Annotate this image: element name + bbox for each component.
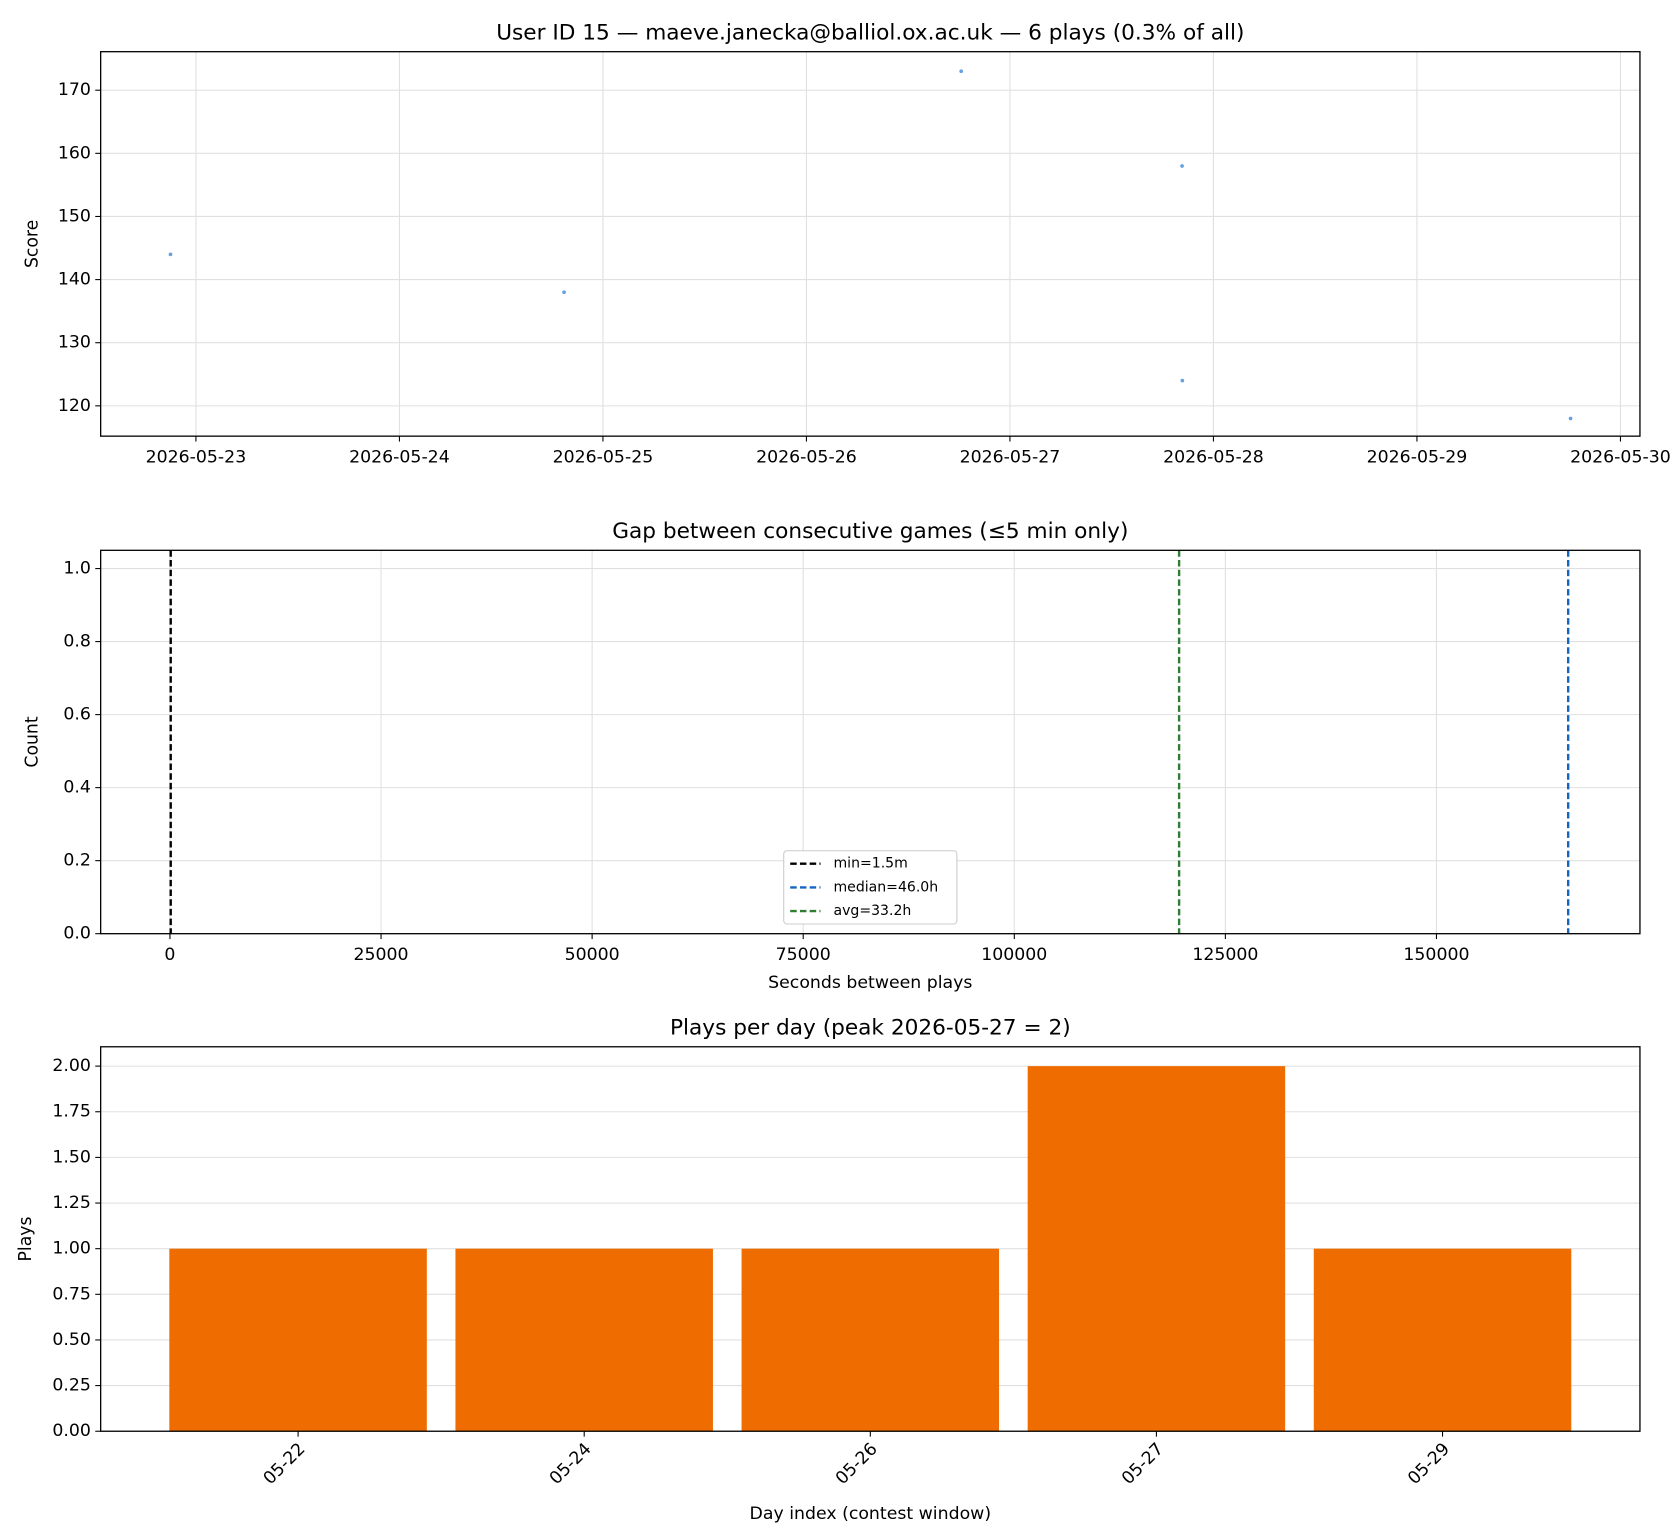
legend-label: median=46.0h xyxy=(834,879,939,895)
point xyxy=(168,252,173,257)
x-tick-label: 05-24 xyxy=(546,1439,596,1489)
subplot: 120 130 140 150 160 170 2026-05-23 2026-05-24 20… xyxy=(22,20,1670,467)
y-tick-label: 0.4 xyxy=(63,778,91,798)
x-tick-label: 05-26 xyxy=(832,1439,882,1488)
y-tick-label: 150 xyxy=(58,206,91,226)
point xyxy=(1180,378,1185,383)
legend-label: min=1.5m xyxy=(834,856,908,872)
x-tick-label: 2026-05-30 xyxy=(1570,448,1671,468)
x-tick-label: 05-27 xyxy=(1118,1439,1168,1488)
x-tick-label: 0 xyxy=(164,945,175,965)
y-tick-label: 1.00 xyxy=(52,1239,91,1259)
y-tick-label: 0.0 xyxy=(63,924,91,944)
y-tick-label: 1.0 xyxy=(63,559,91,579)
y-axis-label: Score xyxy=(22,220,42,268)
x-tick-label: 50000 xyxy=(565,945,620,965)
point xyxy=(1180,164,1184,168)
bar xyxy=(741,1248,1000,1432)
subplot-title: User ID 15 — maeve.janecka@balliol.ox.ac… xyxy=(496,20,1244,45)
subplot: 0.00 0.25 0.50 0.75 1.00 1.25 1.50 1.75 2.00 05-2… xyxy=(16,1015,1641,1524)
y-tick-label: 120 xyxy=(58,396,91,416)
bar xyxy=(1027,1066,1286,1432)
bar xyxy=(1313,1248,1572,1432)
x-tick-label: 75000 xyxy=(776,945,831,965)
x-tick-label: 05-29 xyxy=(1404,1439,1454,1488)
y-tick-label: 160 xyxy=(58,143,91,163)
axes-frame xyxy=(100,51,1641,437)
y-tick-label: 2.00 xyxy=(52,1056,91,1076)
subplot-title: Plays per day (peak 2026-05-27 = 2) xyxy=(670,1015,1071,1040)
y-tick-label: 140 xyxy=(58,270,91,290)
x-tick-label: 2026-05-26 xyxy=(756,448,857,468)
y-tick-label: 0.50 xyxy=(52,1330,91,1350)
y-tick-label: 1.25 xyxy=(52,1193,91,1213)
y-tick-label: 0.2 xyxy=(63,851,91,871)
x-tick-label: 2026-05-25 xyxy=(553,448,654,468)
subplot-title: Gap between consecutive games (≤5 min on… xyxy=(612,519,1128,544)
legend-label: avg=33.2h xyxy=(834,903,912,919)
x-tick-label: 05-22 xyxy=(260,1439,310,1488)
y-tick-label: 170 xyxy=(58,80,91,100)
x-tick-label: 125000 xyxy=(1192,945,1258,965)
x-tick-label: 2026-05-23 xyxy=(146,448,247,468)
x-axis-label: Seconds between plays xyxy=(768,973,972,993)
subplot: 0.0 0.2 0.4 0.6 0.8 1.0 0 25000 50000 75000 100000… xyxy=(22,519,1641,993)
y-tick-label: 0.8 xyxy=(63,632,91,652)
x-tick-label: 2026-05-28 xyxy=(1163,448,1264,468)
x-tick-label: 2026-05-29 xyxy=(1367,448,1468,468)
y-tick-label: 0.00 xyxy=(52,1421,91,1441)
y-tick-label: 1.75 xyxy=(52,1102,91,1122)
bar xyxy=(169,1248,427,1432)
legend-box xyxy=(783,850,958,925)
y-axis-label: Plays xyxy=(16,1217,36,1262)
bar xyxy=(455,1248,713,1432)
x-tick-label: 25000 xyxy=(353,945,408,965)
y-tick-label: 130 xyxy=(58,333,91,353)
x-tick-label: 2026-05-27 xyxy=(960,448,1061,468)
y-tick-label: 0.6 xyxy=(63,705,91,725)
point xyxy=(562,290,566,295)
x-axis-label: Day index (contest window) xyxy=(750,1504,992,1524)
x-tick-label: 2026-05-24 xyxy=(349,448,450,468)
point xyxy=(1568,416,1573,421)
y-tick-label: 0.75 xyxy=(52,1284,91,1304)
legend: min=1.5m median=46.0h avg=33.2h xyxy=(783,850,958,925)
y-tick-label: 0.25 xyxy=(52,1376,91,1396)
axes-frame xyxy=(100,549,1641,935)
x-tick-label: 150000 xyxy=(1403,945,1469,965)
y-tick-label: 1.50 xyxy=(52,1147,91,1167)
axes-frame xyxy=(100,1046,1641,1432)
point xyxy=(959,69,964,74)
x-tick-label: 100000 xyxy=(981,945,1047,965)
y-axis-label: Count xyxy=(22,716,42,767)
